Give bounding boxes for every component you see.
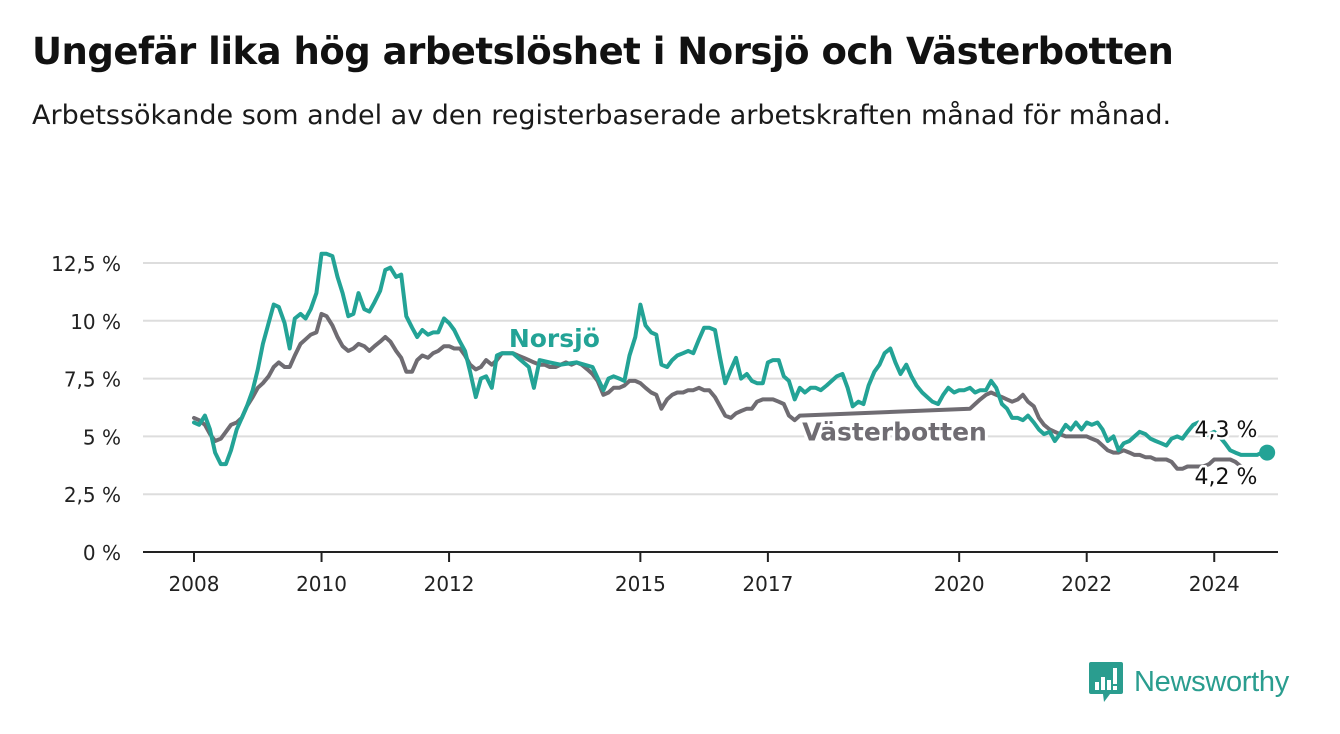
series-line-norsjo bbox=[192, 251, 1270, 467]
y-tick-label: 12,5 % bbox=[51, 252, 121, 276]
newsworthy-brand-name: Newsworthy bbox=[1134, 665, 1289, 698]
x-tick-label: 2020 bbox=[934, 572, 985, 596]
newsworthy-logo: Newsworthy bbox=[1088, 660, 1289, 704]
x-tick-label: 2015 bbox=[615, 572, 666, 596]
x-tick-label: 2012 bbox=[424, 572, 475, 596]
chart-subtitle: Arbetssökande som andel av den registerb… bbox=[32, 100, 1172, 131]
y-tick-label: 5 % bbox=[83, 425, 121, 449]
y-tick-label: 10 % bbox=[70, 310, 121, 334]
x-tick-label: 2010 bbox=[296, 572, 347, 596]
series-label-vasterbotten: Västerbotten bbox=[802, 417, 987, 446]
y-tick-label: 0 % bbox=[83, 541, 121, 565]
series-line-vasterbotten bbox=[192, 311, 1243, 471]
series-label-norsjo: Norsjö bbox=[509, 324, 600, 353]
vasterbotten-end-label: 4,2 % bbox=[1195, 465, 1258, 490]
chart-title: Ungefär lika hög arbetslöshet i Norsjö o… bbox=[32, 30, 1174, 73]
norsjo-end-marker bbox=[1259, 444, 1276, 461]
y-tick-label: 2,5 % bbox=[64, 483, 121, 507]
x-tick-label: 2017 bbox=[742, 572, 793, 596]
x-tick-label: 2022 bbox=[1061, 572, 1112, 596]
x-tick-label: 2008 bbox=[169, 572, 220, 596]
y-tick-label: 7,5 % bbox=[64, 368, 121, 392]
newsworthy-logo-icon bbox=[1089, 662, 1123, 702]
x-tick-label: 2024 bbox=[1189, 572, 1240, 596]
norsjo-end-label: 4,3 % bbox=[1195, 418, 1258, 443]
